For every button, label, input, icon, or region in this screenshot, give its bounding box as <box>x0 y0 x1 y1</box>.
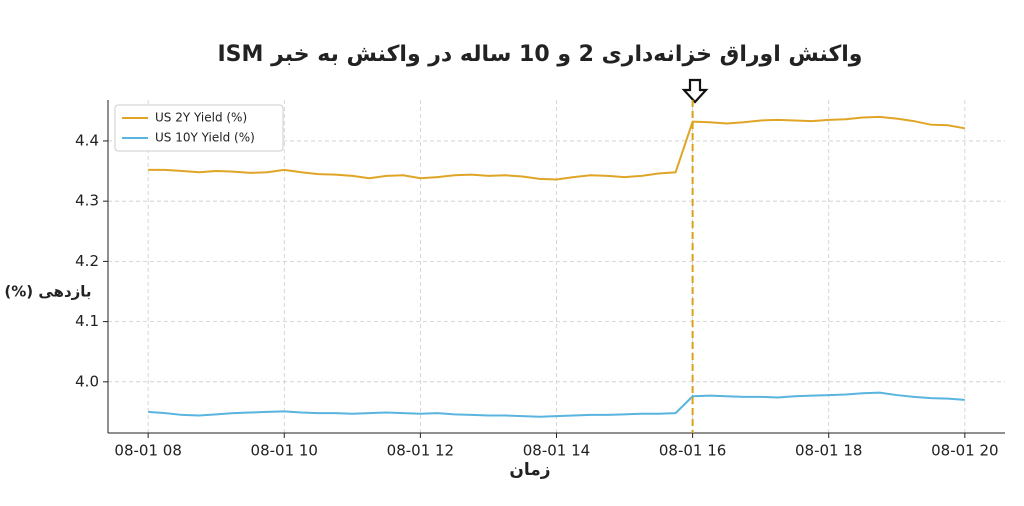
series-line <box>148 391 965 418</box>
x-tick-label: 08-01 12 <box>387 442 454 460</box>
x-tick-label: 08-01 20 <box>931 442 998 460</box>
series-line <box>148 115 966 181</box>
legend-box <box>114 104 284 152</box>
legend-label: US 10Y Yield (%) <box>155 131 255 145</box>
y-tick-label: 4.2 <box>75 252 99 270</box>
y-tick-label: 4.0 <box>75 372 99 390</box>
x-tick-label: 08-01 16 <box>659 442 726 460</box>
x-tick-label: 08-01 08 <box>114 442 181 460</box>
x-axis-label: زمان <box>509 460 550 480</box>
x-tick-label: 08-01 18 <box>795 442 862 460</box>
y-axis-label: بازدهی (%) <box>4 283 91 301</box>
y-tick-label: 4.1 <box>75 312 99 330</box>
y-tick-label: 4.3 <box>75 192 99 210</box>
x-tick-label: 08-01 10 <box>251 442 318 460</box>
y-tick-label: 4.4 <box>75 131 99 149</box>
event-arrow <box>681 78 709 104</box>
legend-label: US 2Y Yield (%) <box>155 111 247 125</box>
chart-title: واکنش اوراق خزانه‌داری 2 و 10 ساله در وا… <box>217 42 862 67</box>
x-tick-label: 08-01 14 <box>523 442 590 460</box>
